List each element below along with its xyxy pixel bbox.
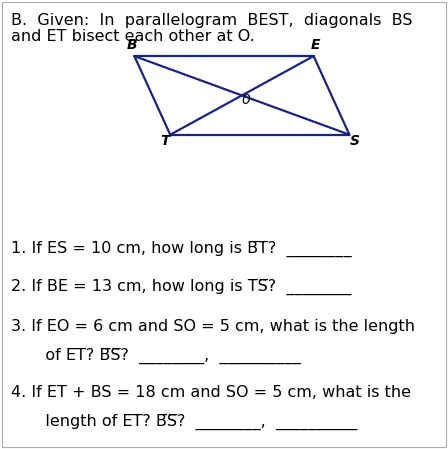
Text: E: E — [311, 38, 321, 52]
Text: 3. If EO = 6 cm and SO = 5 cm, what is the length: 3. If EO = 6 cm and SO = 5 cm, what is t… — [11, 319, 415, 335]
Text: 1. If ES = 10 cm, how long is B̅T̅?  ________: 1. If ES = 10 cm, how long is B̅T̅? ____… — [11, 241, 352, 257]
Text: length of E̅T̅? B̅S̅?  ________,  __________: length of E̅T̅? B̅S̅? ________, ________… — [30, 414, 358, 430]
Text: B: B — [127, 38, 138, 52]
Text: 4. If ET + BS = 18 cm and SO = 5 cm, what is the: 4. If ET + BS = 18 cm and SO = 5 cm, wha… — [11, 385, 411, 401]
Text: and ET bisect each other at O.: and ET bisect each other at O. — [11, 29, 255, 44]
Text: 2. If BE = 13 cm, how long is T̅S̅?  ________: 2. If BE = 13 cm, how long is T̅S̅? ____… — [11, 279, 352, 295]
Text: S: S — [350, 134, 360, 149]
Text: of E̅T̅? B̅S̅?  ________,  __________: of E̅T̅? B̅S̅? ________, __________ — [30, 348, 301, 364]
Text: 0: 0 — [241, 92, 250, 107]
Text: B.  Given:  In  parallelogram  BEST,  diagonals  BS: B. Given: In parallelogram BEST, diagona… — [11, 13, 413, 28]
Text: T: T — [160, 134, 170, 149]
